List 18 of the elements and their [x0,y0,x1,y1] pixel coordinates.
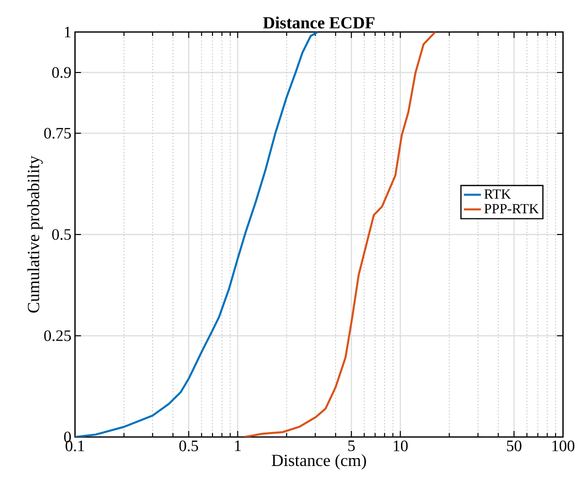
legend-label: RTK [484,189,511,199]
x-tick-label: 10 [394,440,408,452]
x-tick-label: 1 [235,440,241,452]
x-tick-label: 0.5 [179,440,198,452]
y-axis-title: Cumulative probability [27,156,43,313]
chart-title: Distance ECDF [263,16,374,28]
y-tick-label: 0 [64,432,71,442]
y-tick-label: 1 [64,26,71,38]
y-tick-label: 0.5 [52,229,71,240]
x-tick-label: 100 [552,440,574,452]
legend-label: PPP-RTK [484,204,539,214]
y-tick-label: 0.25 [44,330,71,342]
x-tick-label: 0.1 [66,440,84,452]
y-tick-label: 0.9 [52,67,71,78]
x-axis-title: Distance (cm) [272,454,366,470]
x-tick-label: 50 [506,440,522,452]
y-tick-label: 0.75 [44,128,71,139]
x-tick-label: 5 [348,440,355,452]
